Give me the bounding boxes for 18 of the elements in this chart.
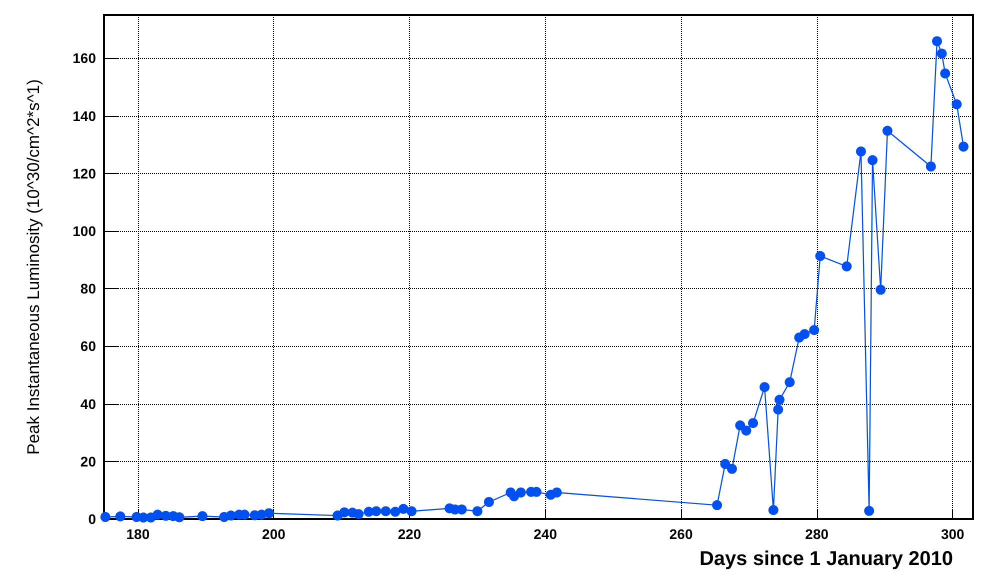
- y-tick-label: 60: [80, 338, 96, 354]
- x-tick-label: 200: [262, 526, 286, 542]
- y-axis-title: Peak Instantaneous Luminosity (10^30/cm^2*s^1): [24, 79, 43, 455]
- x-tick-label: 220: [398, 526, 422, 542]
- x-tick-label: 300: [940, 526, 965, 542]
- x-tick-label: 260: [669, 526, 693, 542]
- x-axis-title: Days since 1 January 2010: [699, 548, 953, 570]
- x-tick-label: 240: [534, 526, 558, 542]
- y-tick-label: 160: [72, 50, 96, 66]
- y-tick-label: 20: [80, 453, 96, 470]
- y-tick-label: 120: [72, 165, 96, 182]
- y-tick-label: 40: [80, 396, 96, 412]
- y-tick-label: 140: [72, 108, 96, 124]
- y-tick-label: 100: [72, 223, 96, 239]
- x-tick-label: 180: [126, 526, 150, 542]
- x-tick-label: 280: [805, 526, 829, 542]
- y-tick-label: 80: [80, 280, 96, 297]
- y-tick-label: 0: [88, 511, 96, 527]
